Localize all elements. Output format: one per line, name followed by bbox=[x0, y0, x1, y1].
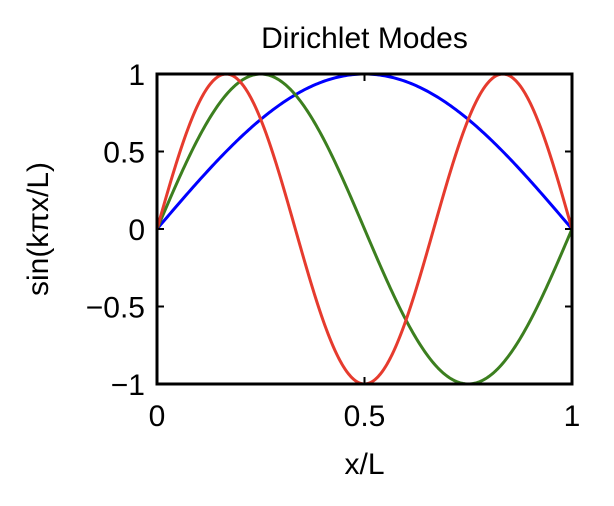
x-tick-label: 0 bbox=[149, 400, 166, 433]
y-tick-label: 0 bbox=[128, 214, 145, 247]
x-tick-label: 0.5 bbox=[344, 400, 386, 433]
x-tick-label: 1 bbox=[564, 400, 581, 433]
series-line-k1 bbox=[155, 72, 574, 230]
y-tick-label: −0.5 bbox=[86, 292, 145, 325]
series-line-k2 bbox=[155, 72, 574, 386]
series-layer bbox=[155, 72, 574, 386]
tick-layer bbox=[156, 73, 573, 385]
y-axis-label: sin(kπx/L) bbox=[22, 162, 55, 296]
chart-title: Dirichlet Modes bbox=[261, 22, 468, 55]
x-axis-label: x/L bbox=[344, 448, 384, 481]
tick-label-layer: 0 0.5 1 −1 −0.5 0 0.5 1 bbox=[86, 59, 581, 433]
y-tick-label: 0.5 bbox=[103, 137, 145, 170]
y-tick-label: 1 bbox=[128, 59, 145, 92]
y-tick-label: −1 bbox=[111, 369, 145, 402]
